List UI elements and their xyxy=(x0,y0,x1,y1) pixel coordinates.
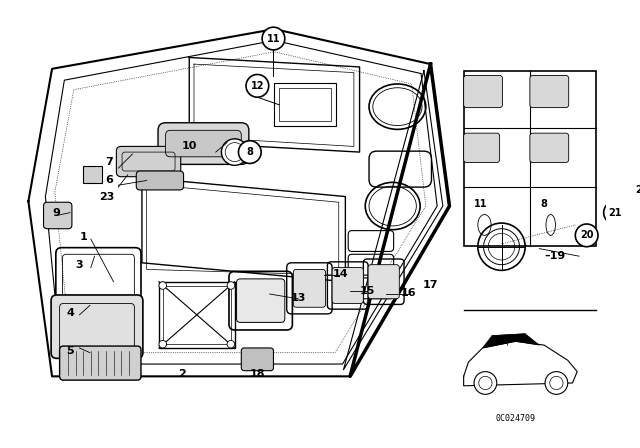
Text: 12: 12 xyxy=(540,141,554,151)
Text: 3: 3 xyxy=(76,260,83,270)
Text: 21: 21 xyxy=(540,83,554,93)
FancyBboxPatch shape xyxy=(332,267,364,303)
Ellipse shape xyxy=(221,139,248,165)
FancyBboxPatch shape xyxy=(368,265,399,299)
Text: 9: 9 xyxy=(53,207,61,218)
Circle shape xyxy=(262,27,285,50)
Bar xyxy=(83,166,102,183)
Text: 13: 13 xyxy=(291,293,306,303)
FancyBboxPatch shape xyxy=(60,346,141,380)
Bar xyxy=(159,282,235,348)
Text: 21: 21 xyxy=(608,207,622,218)
Text: 5: 5 xyxy=(66,346,74,356)
FancyBboxPatch shape xyxy=(158,123,249,164)
FancyBboxPatch shape xyxy=(293,269,326,307)
FancyBboxPatch shape xyxy=(166,130,241,157)
Bar xyxy=(279,88,331,121)
Ellipse shape xyxy=(227,340,235,348)
Text: –19: –19 xyxy=(544,251,565,261)
FancyBboxPatch shape xyxy=(463,133,500,163)
Text: 22: 22 xyxy=(474,83,488,93)
Circle shape xyxy=(575,224,598,247)
Text: 10: 10 xyxy=(182,142,197,151)
FancyBboxPatch shape xyxy=(530,133,569,163)
Polygon shape xyxy=(483,334,540,348)
FancyBboxPatch shape xyxy=(44,202,72,229)
Text: 20: 20 xyxy=(474,141,488,151)
Circle shape xyxy=(604,201,627,224)
Text: 18: 18 xyxy=(250,369,265,379)
Text: 11: 11 xyxy=(474,199,488,209)
FancyBboxPatch shape xyxy=(463,75,502,108)
Text: 7: 7 xyxy=(105,156,113,167)
Text: 15: 15 xyxy=(360,286,375,296)
FancyBboxPatch shape xyxy=(237,279,285,323)
Ellipse shape xyxy=(227,282,235,289)
Text: 11: 11 xyxy=(267,34,280,43)
Bar xyxy=(163,285,231,344)
Bar xyxy=(463,71,596,246)
Text: 12: 12 xyxy=(251,81,264,91)
Circle shape xyxy=(246,74,269,97)
Circle shape xyxy=(630,179,640,201)
Text: 14: 14 xyxy=(333,269,348,279)
FancyBboxPatch shape xyxy=(51,295,143,358)
Text: 20: 20 xyxy=(580,230,593,241)
Ellipse shape xyxy=(159,340,166,348)
FancyBboxPatch shape xyxy=(116,146,180,177)
Text: 2: 2 xyxy=(178,369,186,379)
Ellipse shape xyxy=(474,371,497,394)
Text: 17: 17 xyxy=(423,280,438,289)
Text: 0C024709: 0C024709 xyxy=(496,414,536,423)
Ellipse shape xyxy=(545,371,568,394)
Text: 4: 4 xyxy=(66,308,74,318)
Text: 8: 8 xyxy=(541,199,548,209)
Bar xyxy=(275,83,336,125)
FancyBboxPatch shape xyxy=(136,171,184,190)
Text: 22: 22 xyxy=(635,185,640,195)
Text: 6: 6 xyxy=(105,176,113,185)
Ellipse shape xyxy=(159,282,166,289)
FancyBboxPatch shape xyxy=(241,348,273,370)
Text: 16: 16 xyxy=(401,288,417,298)
Text: 8: 8 xyxy=(246,147,253,157)
Text: 1: 1 xyxy=(79,232,87,242)
FancyBboxPatch shape xyxy=(530,75,569,108)
Circle shape xyxy=(239,141,261,164)
Text: 23: 23 xyxy=(99,192,115,202)
